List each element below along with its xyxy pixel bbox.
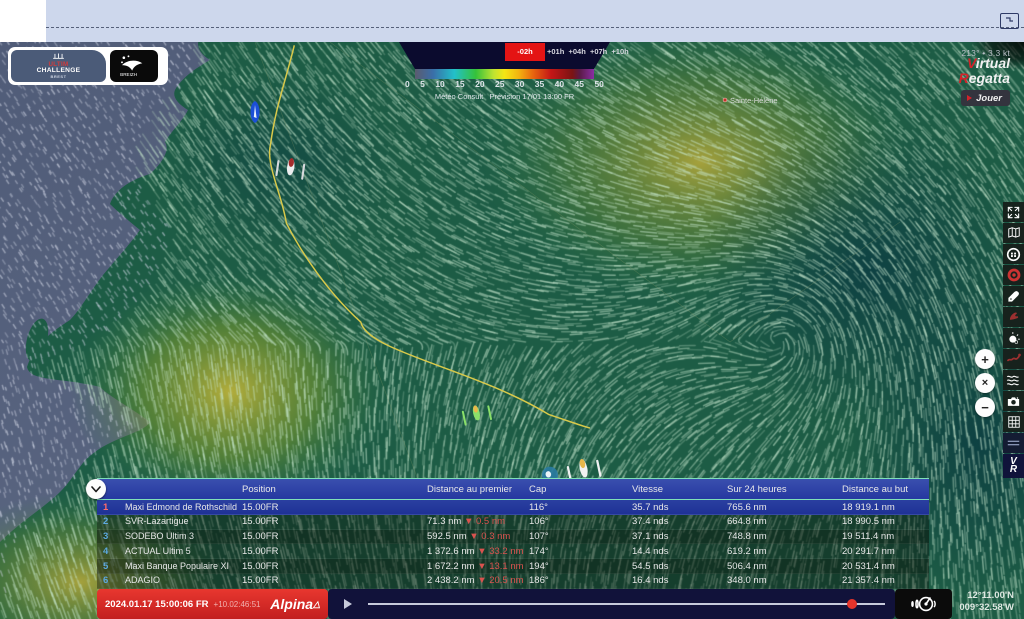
svg-text:BREIZH: BREIZH	[120, 72, 137, 77]
